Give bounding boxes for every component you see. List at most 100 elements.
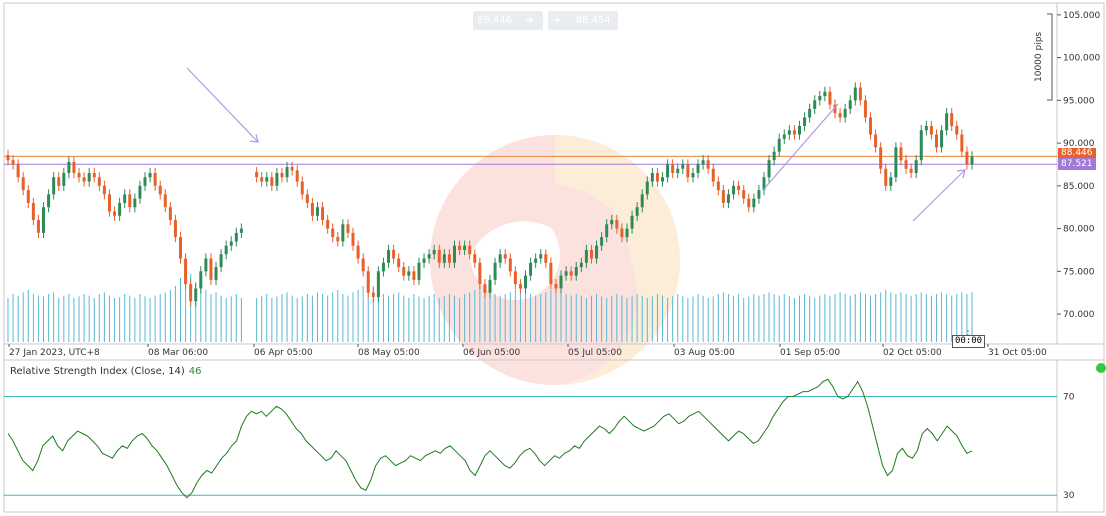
candle-body [549,262,553,285]
time-tick-label: 31 Oct 05:00 [988,348,1047,358]
candle-body [326,220,330,229]
candle-body [574,267,578,276]
candle-body [792,130,796,135]
time-tick-label: 01 Sep 05:00 [780,348,840,358]
candle-body [554,284,558,289]
candle-body [199,271,203,289]
candle-body [402,267,406,276]
candle-body [224,245,228,255]
candle-body [579,262,583,268]
rsi-line [7,378,973,499]
candle-body [661,177,665,182]
candle-body [940,130,944,148]
candle-body [209,258,213,280]
candle-body [620,228,624,238]
candle-body [904,160,908,169]
candle-body [336,237,340,242]
candle-body [843,108,847,118]
candle-body [163,194,167,208]
candle-body [874,134,878,148]
candle-body [772,151,776,161]
candle-body [47,194,51,208]
candle-body [133,198,137,208]
candle-body [498,254,502,263]
candle-body [726,194,730,203]
candle-body [128,194,132,208]
candle-body [524,275,528,289]
candle-body [412,271,416,280]
watermark-logo [430,135,680,385]
chart-frame [3,2,1105,513]
candle-body [934,134,938,148]
candle-body [366,271,370,293]
rsi-value: 46 [188,366,202,377]
candle-body [6,155,10,161]
time-tick-label: 05 Jul 05:00 [568,348,622,358]
price-tick-label: 90.000 [1063,139,1095,149]
candle-body [513,271,517,285]
candle-body [965,151,969,165]
candle-body [305,194,309,203]
candle-body [650,173,654,182]
rsi-tick-label: 30 [1063,491,1075,501]
candle-body [315,207,319,216]
candle-body [503,254,507,259]
time-tick-label: 03 Aug 05:00 [674,348,735,358]
candle-body [676,168,680,174]
time-tick-label: 08 May 05:00 [358,348,420,358]
candle-body [427,254,431,259]
price-tick-label: 95.000 [1063,96,1095,106]
candle-body [640,194,644,208]
candle-body [569,271,573,276]
candle-body [214,267,218,280]
candle-body [148,173,152,178]
candle-body [265,177,269,182]
candle-body [884,168,888,186]
ask-box[interactable]: ➔ 88.454 [548,11,618,30]
candle-body [346,224,350,233]
candle-body [184,258,188,285]
candle-body [478,262,482,285]
candle-body [721,190,725,203]
price-tick-label: 80.000 [1063,225,1095,235]
candle-body [57,177,61,186]
candle-body [803,117,807,126]
candle-body [97,177,101,186]
candle-body [960,134,964,152]
price-tick-label: 70.000 [1063,310,1095,320]
price-tag-orange: 88.446 [1058,148,1096,159]
candle-body [331,228,335,238]
candle-body [589,249,593,259]
candle-body [529,262,533,276]
candle-body [681,164,685,169]
candle-body [732,185,736,195]
arrow-down-right-head [249,133,259,143]
candle-body [909,168,913,174]
trend-line [762,103,839,191]
price-tag-purple: 87.521 [1058,158,1096,170]
candle-body [285,167,289,178]
rsi-marker-icon [1096,363,1106,373]
candle-body [361,258,365,272]
time-tick-label: 27 Jan 2023, UTC+8 [9,348,100,358]
candle-body [173,220,177,238]
candle-body [970,156,974,165]
candle-body [239,228,243,233]
candle-body [919,130,923,161]
candle-body [924,125,928,131]
candle-body [813,100,817,109]
candle-body [691,173,695,178]
bid-box[interactable]: 88.446 ➔ [473,11,543,30]
candle-body [52,177,56,195]
candle-body [270,177,274,186]
candle-body [376,271,380,297]
candle-body [432,249,436,255]
candle-body [300,181,304,195]
candle-body [447,254,451,263]
candle-body [564,271,568,276]
arrow-up-right-head [956,169,966,179]
candle-body [539,254,543,259]
candle-body [823,91,827,97]
candle-body [118,202,122,216]
